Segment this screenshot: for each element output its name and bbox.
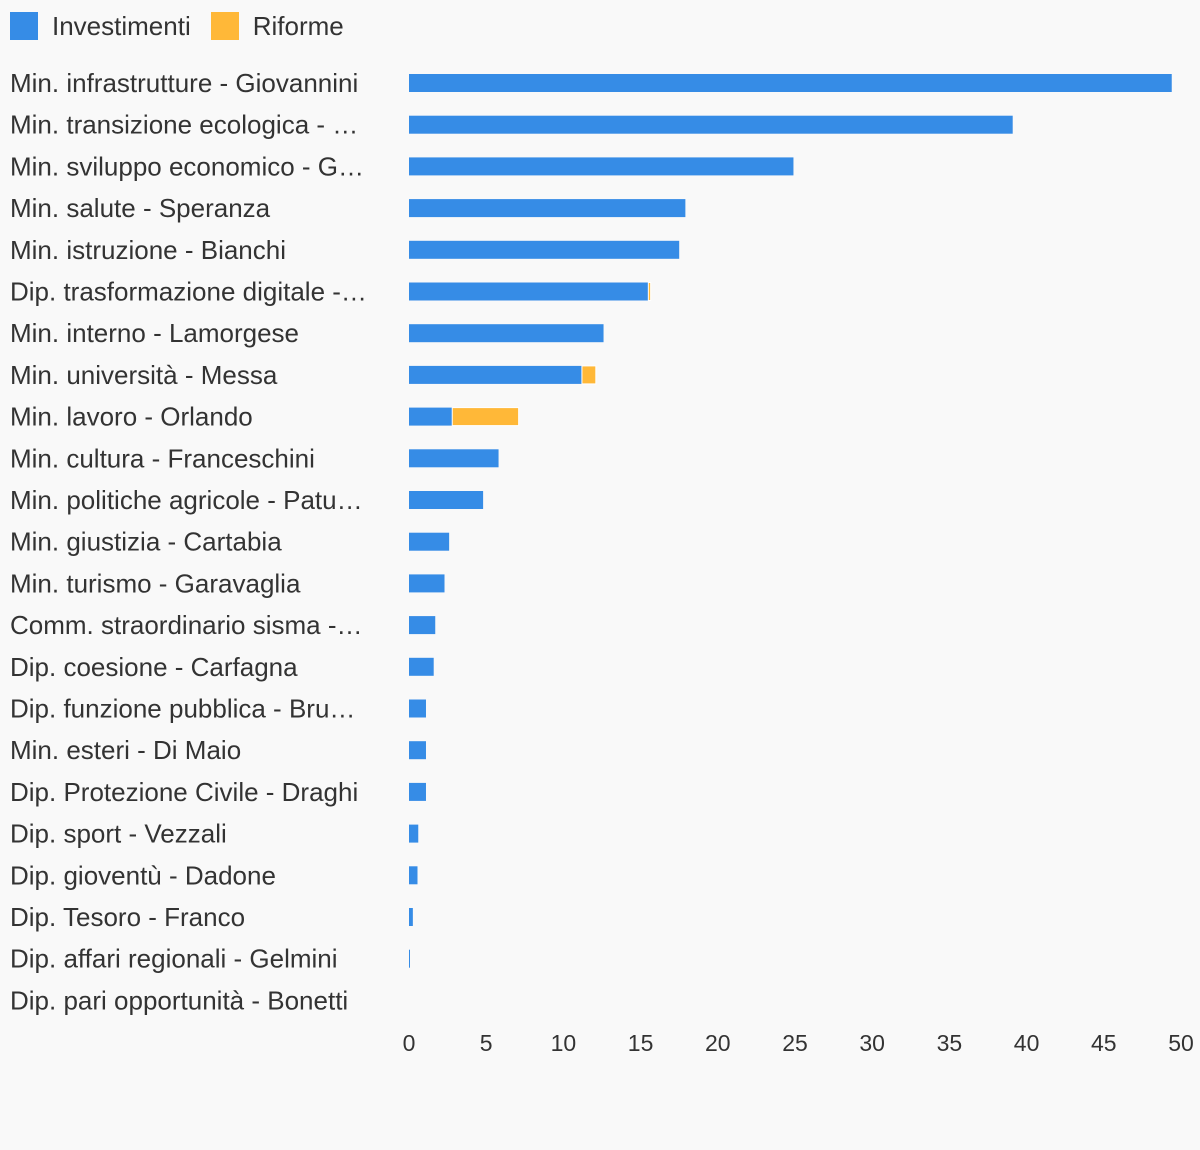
bar-investimenti[interactable] xyxy=(409,782,426,801)
category-label: Comm. straordinario sisma -… xyxy=(10,610,363,640)
category-label: Min. politiche agricole - Patu… xyxy=(10,485,363,515)
bar-investimenti[interactable] xyxy=(409,908,413,926)
bar-investimenti[interactable] xyxy=(409,866,418,885)
x-tick-label: 10 xyxy=(551,1030,577,1056)
bar-investimenti[interactable] xyxy=(409,115,1013,134)
category-label: Dip. pari opportunità - Bonetti xyxy=(10,985,348,1015)
bar-riforme[interactable] xyxy=(581,365,597,385)
bars xyxy=(409,74,1172,968)
bar-investimenti[interactable] xyxy=(409,824,419,843)
bar-investimenti[interactable] xyxy=(409,157,794,176)
category-label: Min. transizione ecologica - … xyxy=(10,110,358,140)
x-tick-label: 0 xyxy=(403,1030,416,1056)
bar-investimenti[interactable] xyxy=(409,324,604,343)
bar-investimenti[interactable] xyxy=(409,199,686,218)
category-label: Min. sviluppo economico - G… xyxy=(10,151,364,181)
category-label: Dip. sport - Vezzali xyxy=(10,819,227,849)
category-label: Min. giustizia - Cartabia xyxy=(10,527,282,557)
category-label: Dip. Protezione Civile - Draghi xyxy=(10,777,358,807)
legend-label-riforme: Riforme xyxy=(252,10,344,41)
category-label: Dip. funzione pubblica - Bru… xyxy=(10,694,355,724)
category-label: Min. cultura - Franceschini xyxy=(10,443,315,473)
bar-investimenti[interactable] xyxy=(409,532,450,551)
x-tick-label: 30 xyxy=(859,1030,885,1056)
x-tick-label: 25 xyxy=(782,1030,808,1056)
x-tick-label: 45 xyxy=(1091,1030,1117,1056)
bar-investimenti[interactable] xyxy=(409,616,436,635)
bar-riforme[interactable] xyxy=(647,282,652,301)
bar-investimenti[interactable] xyxy=(409,741,426,760)
legend-item-riforme[interactable]: Riforme xyxy=(210,10,344,42)
category-label: Dip. gioventù - Dadone xyxy=(10,860,276,890)
category-label: Min. interno - Lamorgese xyxy=(10,318,299,348)
category-label: Dip. trasformazione digitale -… xyxy=(10,277,367,307)
legend-label-investimenti: Investimenti xyxy=(52,10,191,41)
bar-investimenti[interactable] xyxy=(409,74,1172,92)
category-label: Min. lavoro - Orlando xyxy=(10,402,253,432)
bar-investimenti[interactable] xyxy=(409,574,445,593)
category-label: Min. istruzione - Bianchi xyxy=(10,235,286,265)
x-tick-label: 50 xyxy=(1168,1030,1194,1056)
chart-legend: Investimenti Riforme xyxy=(10,8,364,44)
category-label: Min. turismo - Garavaglia xyxy=(10,568,301,598)
x-tick-label: 20 xyxy=(705,1030,731,1056)
x-tick-label: 40 xyxy=(1014,1030,1040,1056)
category-label: Min. università - Messa xyxy=(10,360,278,390)
bar-investimenti[interactable] xyxy=(409,449,499,468)
bar-investimenti[interactable] xyxy=(409,657,434,676)
bar-investimenti[interactable] xyxy=(409,491,484,509)
bar-investimenti[interactable] xyxy=(409,407,453,426)
bar-investimenti[interactable] xyxy=(409,282,649,301)
category-label: Dip. Tesoro - Franco xyxy=(10,902,245,932)
bar-investimenti[interactable] xyxy=(409,240,680,259)
bar-investimenti[interactable] xyxy=(409,949,410,968)
category-label: Dip. coesione - Carfagna xyxy=(10,652,298,682)
bar-investimenti[interactable] xyxy=(409,365,582,384)
category-label: Min. salute - Speranza xyxy=(10,193,271,223)
legend-swatch-investimenti xyxy=(10,12,38,40)
bar-riforme[interactable] xyxy=(451,407,520,427)
category-labels: Min. infrastrutture - Giovannini Min. tra… xyxy=(10,68,367,1015)
x-axis-ticks: 0 5 10 15 20 25 30 35 40 45 50 xyxy=(403,1030,1194,1056)
category-label: Dip. affari regionali - Gelmini xyxy=(10,944,338,974)
category-label: Min. infrastrutture - Giovannini xyxy=(10,68,358,98)
x-tick-label: 35 xyxy=(937,1030,963,1056)
legend-swatch-riforme xyxy=(210,12,239,40)
x-tick-label: 5 xyxy=(480,1030,493,1056)
x-tick-label: 15 xyxy=(628,1030,654,1056)
legend-item-investimenti[interactable]: Investimenti xyxy=(10,11,191,42)
category-label: Min. esteri - Di Maio xyxy=(10,735,241,765)
bar-investimenti[interactable] xyxy=(409,699,426,718)
